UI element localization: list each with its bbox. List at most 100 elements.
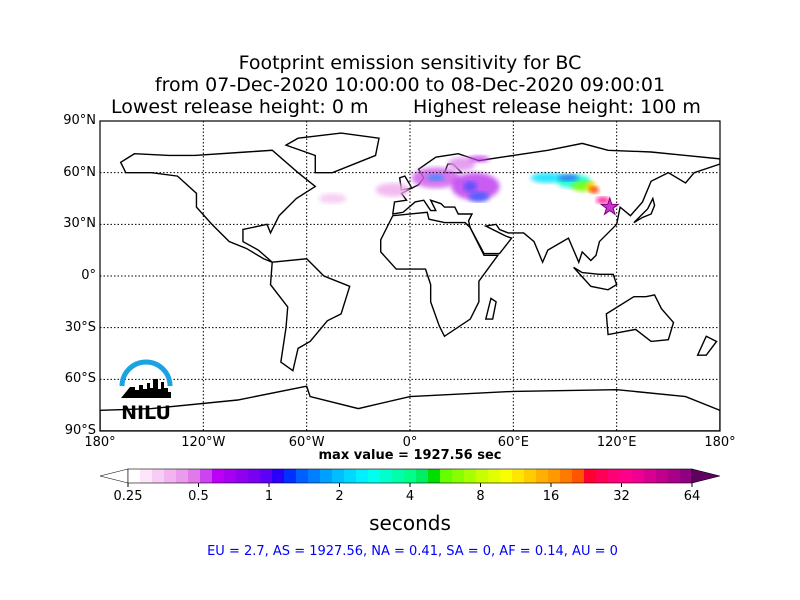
- colorbar-tick-label: 0.25: [113, 489, 143, 504]
- landmass-antarctica: [100, 385, 720, 431]
- landmass-greenland: [284, 132, 380, 174]
- colorbar-tick-label: 16: [542, 489, 560, 504]
- landmass-south-america: [269, 258, 351, 372]
- colorbar-segment: [632, 469, 645, 483]
- colorbar-segment: [572, 469, 585, 483]
- title-lowest-height: Lowest release height: 0 m: [111, 96, 369, 118]
- colorbar-segment: [584, 469, 597, 483]
- landmass-japan: [633, 196, 656, 224]
- footprint-patch: [468, 191, 490, 202]
- colorbar-segment: [332, 469, 345, 483]
- logo-arc-icon: [119, 359, 173, 387]
- landmass-madagascar: [484, 297, 497, 320]
- colorbar-segment: [440, 469, 453, 483]
- colorbar-segment: [404, 469, 417, 483]
- colorbar-segment: [536, 469, 549, 483]
- footprint-patch: [596, 196, 610, 204]
- colorbar-segment: [164, 469, 177, 483]
- colorbar-segment: [260, 469, 273, 483]
- lat-tick-label: 60°N: [63, 164, 96, 180]
- colorbar-segment: [272, 469, 285, 483]
- colorbar-segment: [248, 469, 261, 483]
- colorbar-tick-label: 32: [613, 489, 630, 504]
- colorbar-segment: [152, 469, 165, 483]
- colorbar-segment: [524, 469, 537, 483]
- landmass-indonesia: [573, 266, 618, 291]
- colorbar-segment: [668, 469, 681, 483]
- lon-tick-label: 60°W: [288, 435, 325, 450]
- colorbar-segment: [548, 469, 561, 483]
- lon-tick-label: 60°E: [497, 435, 529, 450]
- colorbar-segment: [680, 469, 693, 483]
- colorbar-segment: [224, 469, 237, 483]
- map-frame: [99, 120, 721, 432]
- landmass-new-zealand: [696, 335, 718, 356]
- colorbar-segment: [656, 469, 669, 483]
- colorbar-segment: [512, 469, 525, 483]
- colorbar: [99, 468, 721, 487]
- gridlines: [100, 121, 720, 431]
- colorbar-segment: [128, 469, 141, 483]
- colorbar-tick-label: 2: [335, 489, 344, 504]
- landmass-africa: [380, 211, 500, 338]
- footprint-patch: [427, 174, 445, 182]
- regional-values: EU = 2.7, AS = 1927.56, NA = 0.41, SA = …: [207, 544, 618, 559]
- release-site-star-icon: [599, 196, 620, 216]
- colorbar-segment: [560, 469, 573, 483]
- nilu-logo: NILU: [119, 359, 173, 424]
- colorbar-segment: [212, 469, 225, 483]
- colorbar-tick-label: 64: [683, 489, 701, 504]
- colorbar-segment: [200, 469, 213, 483]
- footprint-patch: [589, 186, 600, 194]
- colorbar-segment: [620, 469, 633, 483]
- colorbar-segment: [608, 469, 621, 483]
- lon-tick-label: 180°: [704, 435, 736, 450]
- colorbar-segment: [320, 469, 333, 483]
- lon-tick-label: 0°: [402, 435, 418, 450]
- colorbar-segment: [488, 469, 501, 483]
- title-highest-height: Highest release height: 100 m: [413, 96, 701, 118]
- colorbar-segment: [476, 469, 489, 483]
- colorbar-under-arrow: [99, 468, 129, 484]
- footprint-patch: [447, 157, 476, 171]
- lat-tick-label: 30°S: [64, 319, 96, 335]
- colorbar-tick-label: 4: [405, 489, 415, 504]
- colorbar-over-arrow: [691, 468, 721, 484]
- lat-tick-label: 30°N: [63, 216, 96, 232]
- lon-tick-label: 180°: [84, 435, 116, 450]
- colorbar-segment: [344, 469, 357, 483]
- colorbar-segment: [368, 469, 381, 483]
- title-line-2: from 07-Dec-2020 10:00:00 to 08-Dec-2020…: [154, 74, 666, 96]
- footprint-patch: [463, 181, 478, 192]
- max-value: max value = 1927.56 sec: [318, 448, 502, 463]
- logo-skyline-icon: [121, 379, 171, 398]
- colorbar-segment: [380, 469, 393, 483]
- colorbar-segment: [500, 469, 513, 483]
- footprint-patch: [468, 155, 490, 163]
- lat-tick-label: 0°: [81, 268, 96, 283]
- colorbar-segment: [308, 469, 321, 483]
- lat-tick-label: 60°S: [64, 371, 96, 387]
- colorbar-tick-label: 0.5: [188, 489, 209, 504]
- logo-text: NILU: [121, 402, 171, 424]
- footprint-patch: [558, 174, 579, 182]
- lat-tick-label: 90°N: [63, 113, 96, 128]
- lat-tick-label: 90°S: [64, 423, 96, 438]
- landmass-australia: [605, 294, 675, 343]
- colorbar-segment: [296, 469, 309, 483]
- colorbar-segment: [236, 469, 249, 483]
- colorbar-segment: [452, 469, 465, 483]
- footprint-patch: [318, 193, 347, 204]
- colorbar-segment: [428, 469, 441, 483]
- colorbar-segment: [140, 469, 153, 483]
- footprint-patch: [530, 172, 565, 183]
- landmass-eurasia: [391, 142, 720, 265]
- colorbar-segment: [596, 469, 609, 483]
- colorbar-segment: [356, 469, 369, 483]
- colorbar-segment: [464, 469, 477, 483]
- footprint-field: [318, 155, 610, 204]
- footprint-patch: [375, 183, 410, 197]
- lon-tick-label: 120°E: [596, 435, 637, 450]
- colorbar-segment: [284, 469, 297, 483]
